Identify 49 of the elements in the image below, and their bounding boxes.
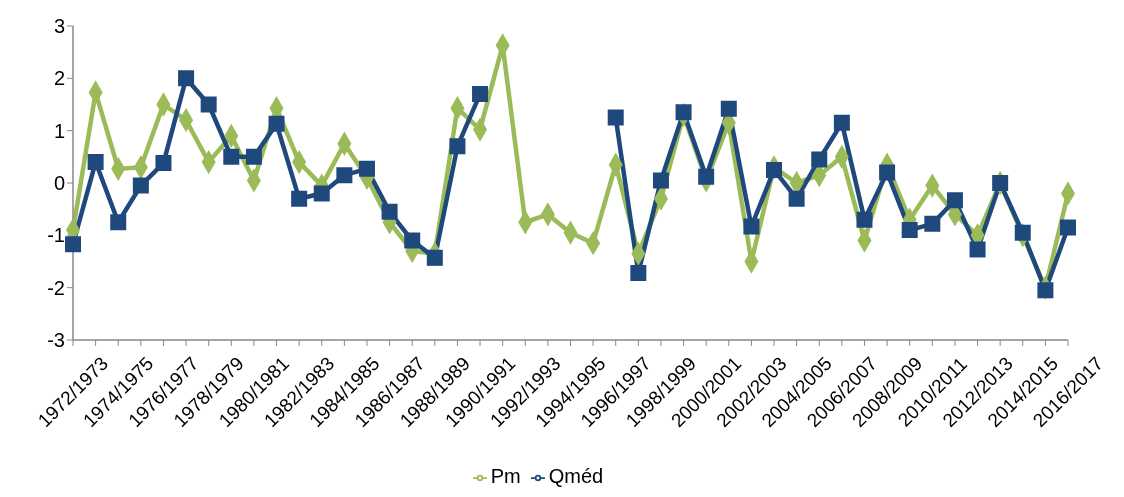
- point: [404, 232, 421, 249]
- point: [675, 104, 692, 121]
- y-tick-label: 0: [53, 172, 65, 195]
- point: [766, 161, 783, 178]
- point: [245, 148, 262, 165]
- point: [223, 148, 240, 165]
- point: [110, 214, 127, 231]
- point: [743, 218, 760, 235]
- point: [833, 114, 850, 131]
- point: [630, 265, 647, 282]
- y-tick-label: 2: [53, 67, 65, 90]
- point: [291, 190, 308, 207]
- point: [924, 215, 941, 232]
- point: [155, 155, 172, 172]
- legend-label: Qméd: [548, 465, 604, 487]
- point: [358, 160, 375, 177]
- point: [720, 100, 737, 117]
- point: [1060, 219, 1076, 236]
- point: [472, 86, 489, 103]
- y-tick-label: 1: [53, 119, 65, 142]
- y-tick-label: -2: [47, 276, 65, 299]
- point: [901, 222, 918, 239]
- point: [856, 211, 873, 228]
- point: [65, 236, 81, 253]
- point: [1014, 224, 1031, 241]
- point: [607, 109, 624, 126]
- point: [449, 138, 466, 155]
- y-tick-label: 3: [53, 15, 65, 38]
- point: [811, 151, 828, 168]
- point: [336, 167, 353, 184]
- point: [132, 177, 149, 194]
- legend-label: Pm: [490, 465, 521, 487]
- point: [381, 203, 398, 220]
- y-tick-label: -1: [47, 224, 65, 247]
- point: [946, 192, 963, 209]
- point: [178, 70, 195, 87]
- point: [200, 96, 217, 113]
- point: [698, 168, 715, 185]
- point: [969, 241, 986, 258]
- point: [313, 185, 330, 202]
- point: [87, 154, 104, 171]
- point: [879, 164, 896, 181]
- point: [1037, 282, 1054, 299]
- point: [426, 249, 443, 266]
- point: [992, 175, 1009, 191]
- point: [788, 190, 805, 207]
- point: [268, 115, 285, 132]
- y-tick-label: -3: [47, 329, 65, 352]
- point: [652, 172, 669, 189]
